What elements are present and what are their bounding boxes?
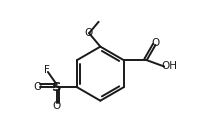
Text: O: O bbox=[52, 101, 61, 111]
Text: OH: OH bbox=[161, 61, 177, 71]
Text: F: F bbox=[44, 65, 50, 75]
Text: S: S bbox=[52, 81, 62, 94]
Text: O: O bbox=[84, 28, 92, 38]
Text: O: O bbox=[152, 38, 160, 48]
Text: O: O bbox=[34, 82, 42, 92]
